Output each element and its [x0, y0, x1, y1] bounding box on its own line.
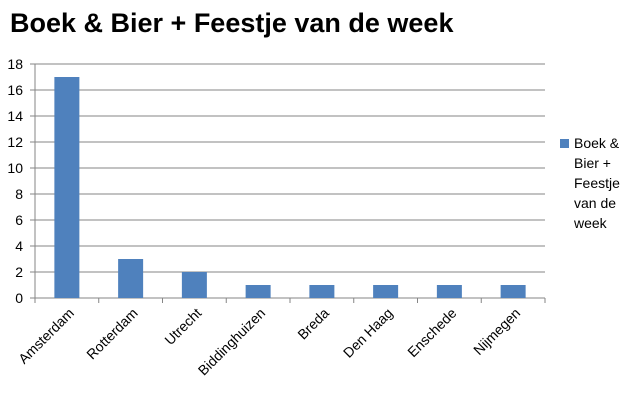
bar [118, 259, 144, 298]
legend: Boek & Bier + Feestje van de week [560, 133, 624, 233]
x-tick-label: Amsterdam [15, 305, 77, 367]
y-tick-label: 6 [15, 212, 23, 228]
y-tick-label: 2 [15, 264, 23, 280]
y-tick-label: 16 [7, 82, 23, 98]
bar [54, 77, 80, 298]
x-tick-label: Nijmegen [470, 305, 523, 358]
x-tick-label: Biddinghuizen [195, 305, 269, 379]
y-tick-label: 0 [15, 290, 23, 306]
x-tick-label: Breda [294, 305, 332, 343]
y-tick-label: 14 [7, 108, 23, 124]
x-tick-label: Enschede [404, 305, 459, 360]
chart-title: Boek & Bier + Feestje van de week [10, 8, 454, 38]
bar [245, 285, 271, 298]
x-tick-label: Rotterdam [83, 305, 141, 363]
bar [373, 285, 399, 298]
y-tick-label: 10 [7, 160, 23, 176]
x-tick-label: Den Haag [340, 305, 396, 361]
y-tick-label: 18 [7, 56, 23, 72]
y-tick-label: 4 [15, 238, 23, 254]
bar [436, 285, 462, 298]
legend-label: Boek & Bier + Feestje van de week [574, 135, 620, 231]
bar [309, 285, 335, 298]
legend-swatch [560, 139, 569, 148]
bar [181, 272, 207, 298]
y-tick-label: 12 [7, 134, 23, 150]
x-tick-label: Utrecht [161, 305, 204, 348]
bar [500, 285, 526, 298]
y-tick-label: 8 [15, 186, 23, 202]
